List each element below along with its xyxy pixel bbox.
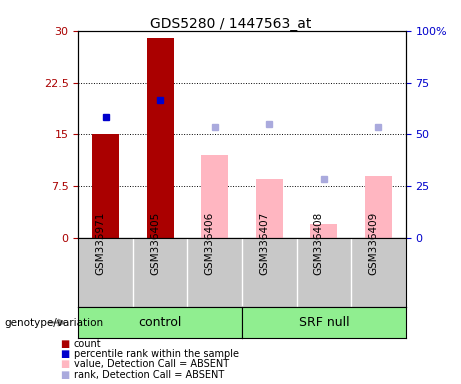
Text: GDS5280 / 1447563_at: GDS5280 / 1447563_at	[150, 17, 311, 31]
Text: rank, Detection Call = ABSENT: rank, Detection Call = ABSENT	[74, 370, 224, 380]
Text: GSM336407: GSM336407	[259, 212, 269, 275]
Text: value, Detection Call = ABSENT: value, Detection Call = ABSENT	[74, 359, 229, 369]
Text: ■: ■	[60, 339, 69, 349]
Text: SRF null: SRF null	[299, 316, 349, 329]
Text: GSM336409: GSM336409	[368, 212, 378, 275]
Text: GSM335971: GSM335971	[95, 212, 106, 275]
Text: ■: ■	[60, 359, 69, 369]
Text: GSM336408: GSM336408	[314, 212, 324, 275]
Text: genotype/variation: genotype/variation	[5, 318, 104, 328]
Bar	[310, 224, 337, 238]
Text: GSM336406: GSM336406	[205, 212, 215, 275]
Bar	[365, 176, 392, 238]
Text: control: control	[138, 316, 182, 329]
Text: count: count	[74, 339, 101, 349]
Bar	[92, 134, 119, 238]
Bar	[256, 179, 283, 238]
Text: percentile rank within the sample: percentile rank within the sample	[74, 349, 239, 359]
Bar	[147, 38, 174, 238]
Text: ■: ■	[60, 370, 69, 380]
Text: ■: ■	[60, 349, 69, 359]
Text: GSM336405: GSM336405	[150, 212, 160, 275]
Bar	[201, 155, 228, 238]
